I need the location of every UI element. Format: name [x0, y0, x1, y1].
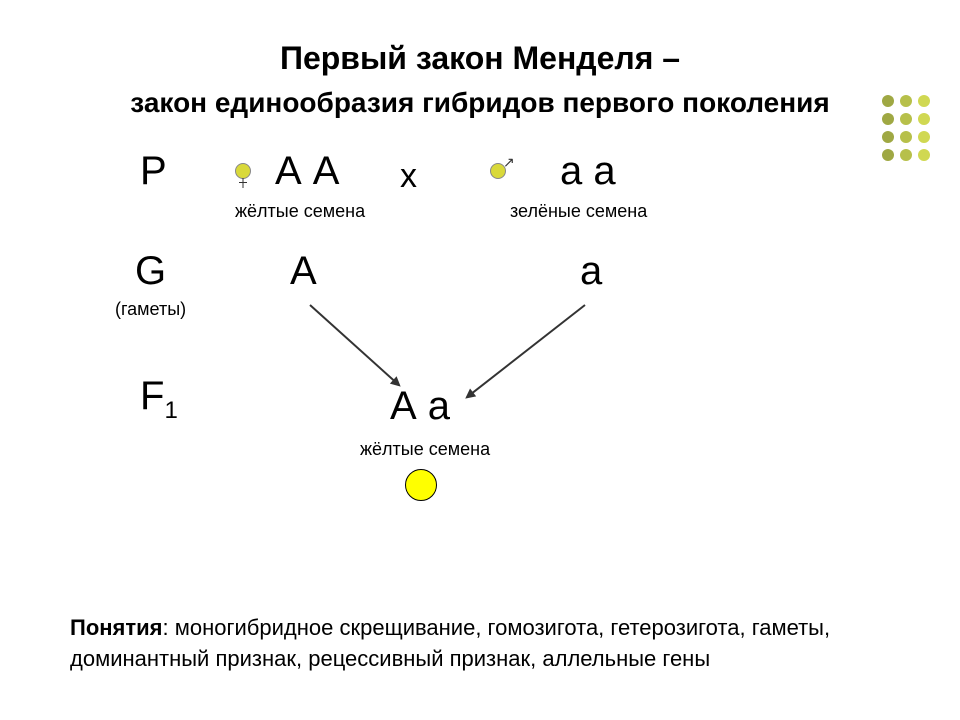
title-line1: Первый закон Менделя – [0, 40, 960, 77]
g-caption: (гаметы) [115, 299, 186, 320]
f1-main: F [140, 374, 164, 418]
title-block: Первый закон Менделя – закон единообрази… [0, 0, 960, 119]
cross-symbol: х [400, 157, 417, 196]
arrow-right-icon [466, 304, 585, 398]
p-left-genotype: А А [275, 149, 339, 194]
male-symbol-icon [490, 163, 506, 179]
g-left: А [290, 249, 317, 294]
concepts-block: Понятия: моногибридное скрещивание, гомо… [70, 613, 890, 675]
g-right: а [580, 249, 602, 294]
f1-sub: 1 [164, 397, 177, 424]
p-right-caption: зелёные семена [510, 201, 647, 222]
title-line2: закон единообразия гибридов первого поко… [0, 87, 960, 119]
g-label: G [135, 249, 166, 294]
f1-label: F1 [140, 374, 178, 425]
p-right-genotype: а а [560, 149, 616, 194]
p-left-caption: жёлтые семена [235, 201, 365, 222]
result-seed-icon [405, 469, 437, 501]
genetics-diagram: P А А х а а жёлтые семена зелёные семена… [0, 149, 960, 529]
arrow-left-icon [309, 304, 400, 386]
f1-genotype: А а [390, 384, 450, 429]
p-label: P [140, 149, 167, 194]
concepts-text: : моногибридное скрещивание, гомозигота,… [70, 615, 830, 671]
concepts-label: Понятия [70, 615, 163, 640]
female-symbol-icon [235, 163, 251, 179]
f1-caption: жёлтые семена [360, 439, 490, 460]
